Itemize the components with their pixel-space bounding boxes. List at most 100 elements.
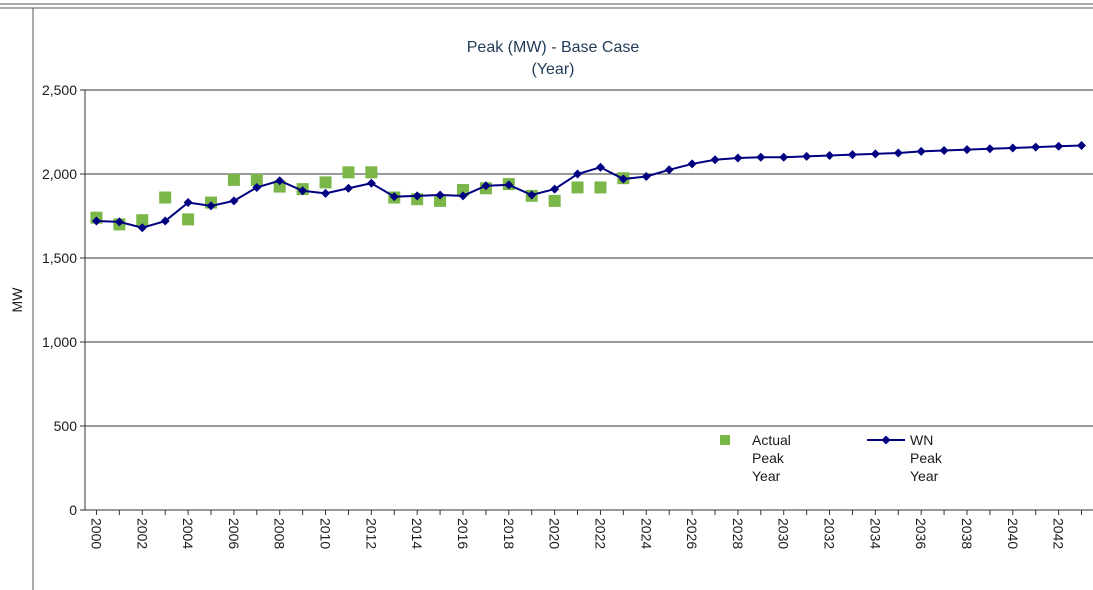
data-point [825,151,835,161]
data-point [481,181,491,191]
y-tick-label: 1,500 [42,250,77,266]
y-tick-label: 1,000 [42,334,77,350]
data-point [594,181,607,194]
x-tick-label: 2010 [318,518,334,549]
data-point [618,174,628,184]
data-point [595,162,605,172]
data-point [159,191,172,204]
data-point [252,182,262,192]
data-point [114,217,124,227]
x-tick-label: 2002 [134,518,150,549]
x-tick-label: 2004 [180,518,196,549]
legend-marker [881,435,891,445]
x-tick-label: 2028 [730,518,746,549]
data-point [1008,143,1018,153]
data-point [298,186,308,196]
data-point [250,173,263,186]
data-point [182,213,195,226]
x-tick-label: 2030 [776,518,792,549]
data-point [527,190,537,200]
x-tick-label: 2040 [1005,518,1021,549]
data-point [91,216,101,226]
x-tick-label: 2034 [867,518,883,549]
data-point [434,194,447,207]
data-point [319,176,332,189]
series-line [96,144,1082,229]
x-tick-label: 2020 [547,518,563,549]
data-point [365,166,378,179]
x-tick-label: 2032 [822,518,838,549]
data-point [273,180,286,193]
data-point [710,155,720,165]
legend-word: Peak [910,450,943,466]
data-point [412,191,422,201]
x-tick-label: 2018 [501,518,517,549]
x-tick-label: 2008 [272,518,288,549]
legend-marker [720,435,730,445]
data-point [206,201,216,211]
data-point [1054,141,1064,151]
x-tick-label: 2042 [1051,518,1067,549]
data-point [457,183,469,196]
data-point [229,196,239,206]
x-tick-label: 2012 [363,518,379,549]
legend-word: WN [910,432,933,448]
data-point [548,194,561,207]
data-point [1077,140,1087,150]
data-point [939,145,949,155]
legend-word: Actual [752,432,791,448]
x-tick-label: 2038 [959,518,975,549]
legend-word: Year [910,468,939,484]
data-point [664,165,674,175]
legend-label: WN Peak Year [910,432,943,484]
x-tick-label: 2016 [455,518,471,549]
data-point [1031,142,1041,152]
x-tick-label: 2000 [88,518,104,549]
data-point [962,145,972,155]
data-point [550,184,560,194]
data-point [756,152,766,162]
data-point [366,178,376,188]
data-point [916,146,926,156]
y-tick-label: 0 [69,502,77,518]
x-tick-label: 2036 [913,518,929,549]
y-tick-label: 500 [54,418,78,434]
data-point [343,183,353,193]
data-point [275,176,285,186]
legend-word: Peak [752,450,785,466]
data-point [227,173,240,186]
y-axis-label: MW [9,287,25,313]
data-point [160,216,170,226]
data-point [136,214,149,227]
data-point [802,151,812,161]
data-point [641,172,651,182]
chart-subtitle: (Year) [532,61,575,78]
data-point [389,192,399,202]
x-tick-label: 2022 [592,518,608,549]
data-point [985,144,995,154]
data-point [870,149,880,159]
data-point [779,152,789,162]
data-point [183,198,193,208]
data-point [137,223,147,233]
x-tick-label: 2014 [409,518,425,549]
data-point [435,190,445,200]
data-point [733,153,743,163]
data-point [504,180,514,190]
data-point [321,188,331,198]
x-tick-label: 2024 [638,518,654,549]
data-point [342,166,355,179]
y-tick-label: 2,500 [42,82,77,98]
data-point [571,181,584,194]
legend-label: Actual Peak Year [752,432,791,484]
data-point [573,169,583,179]
x-tick-label: 2026 [684,518,700,549]
chart-title: Peak (MW) - Base Case [467,39,640,56]
data-point [458,191,468,201]
data-point [687,159,697,169]
x-tick-label: 2006 [226,518,242,549]
data-point [893,148,903,158]
y-tick-label: 2,000 [42,166,77,182]
data-point [847,150,857,160]
